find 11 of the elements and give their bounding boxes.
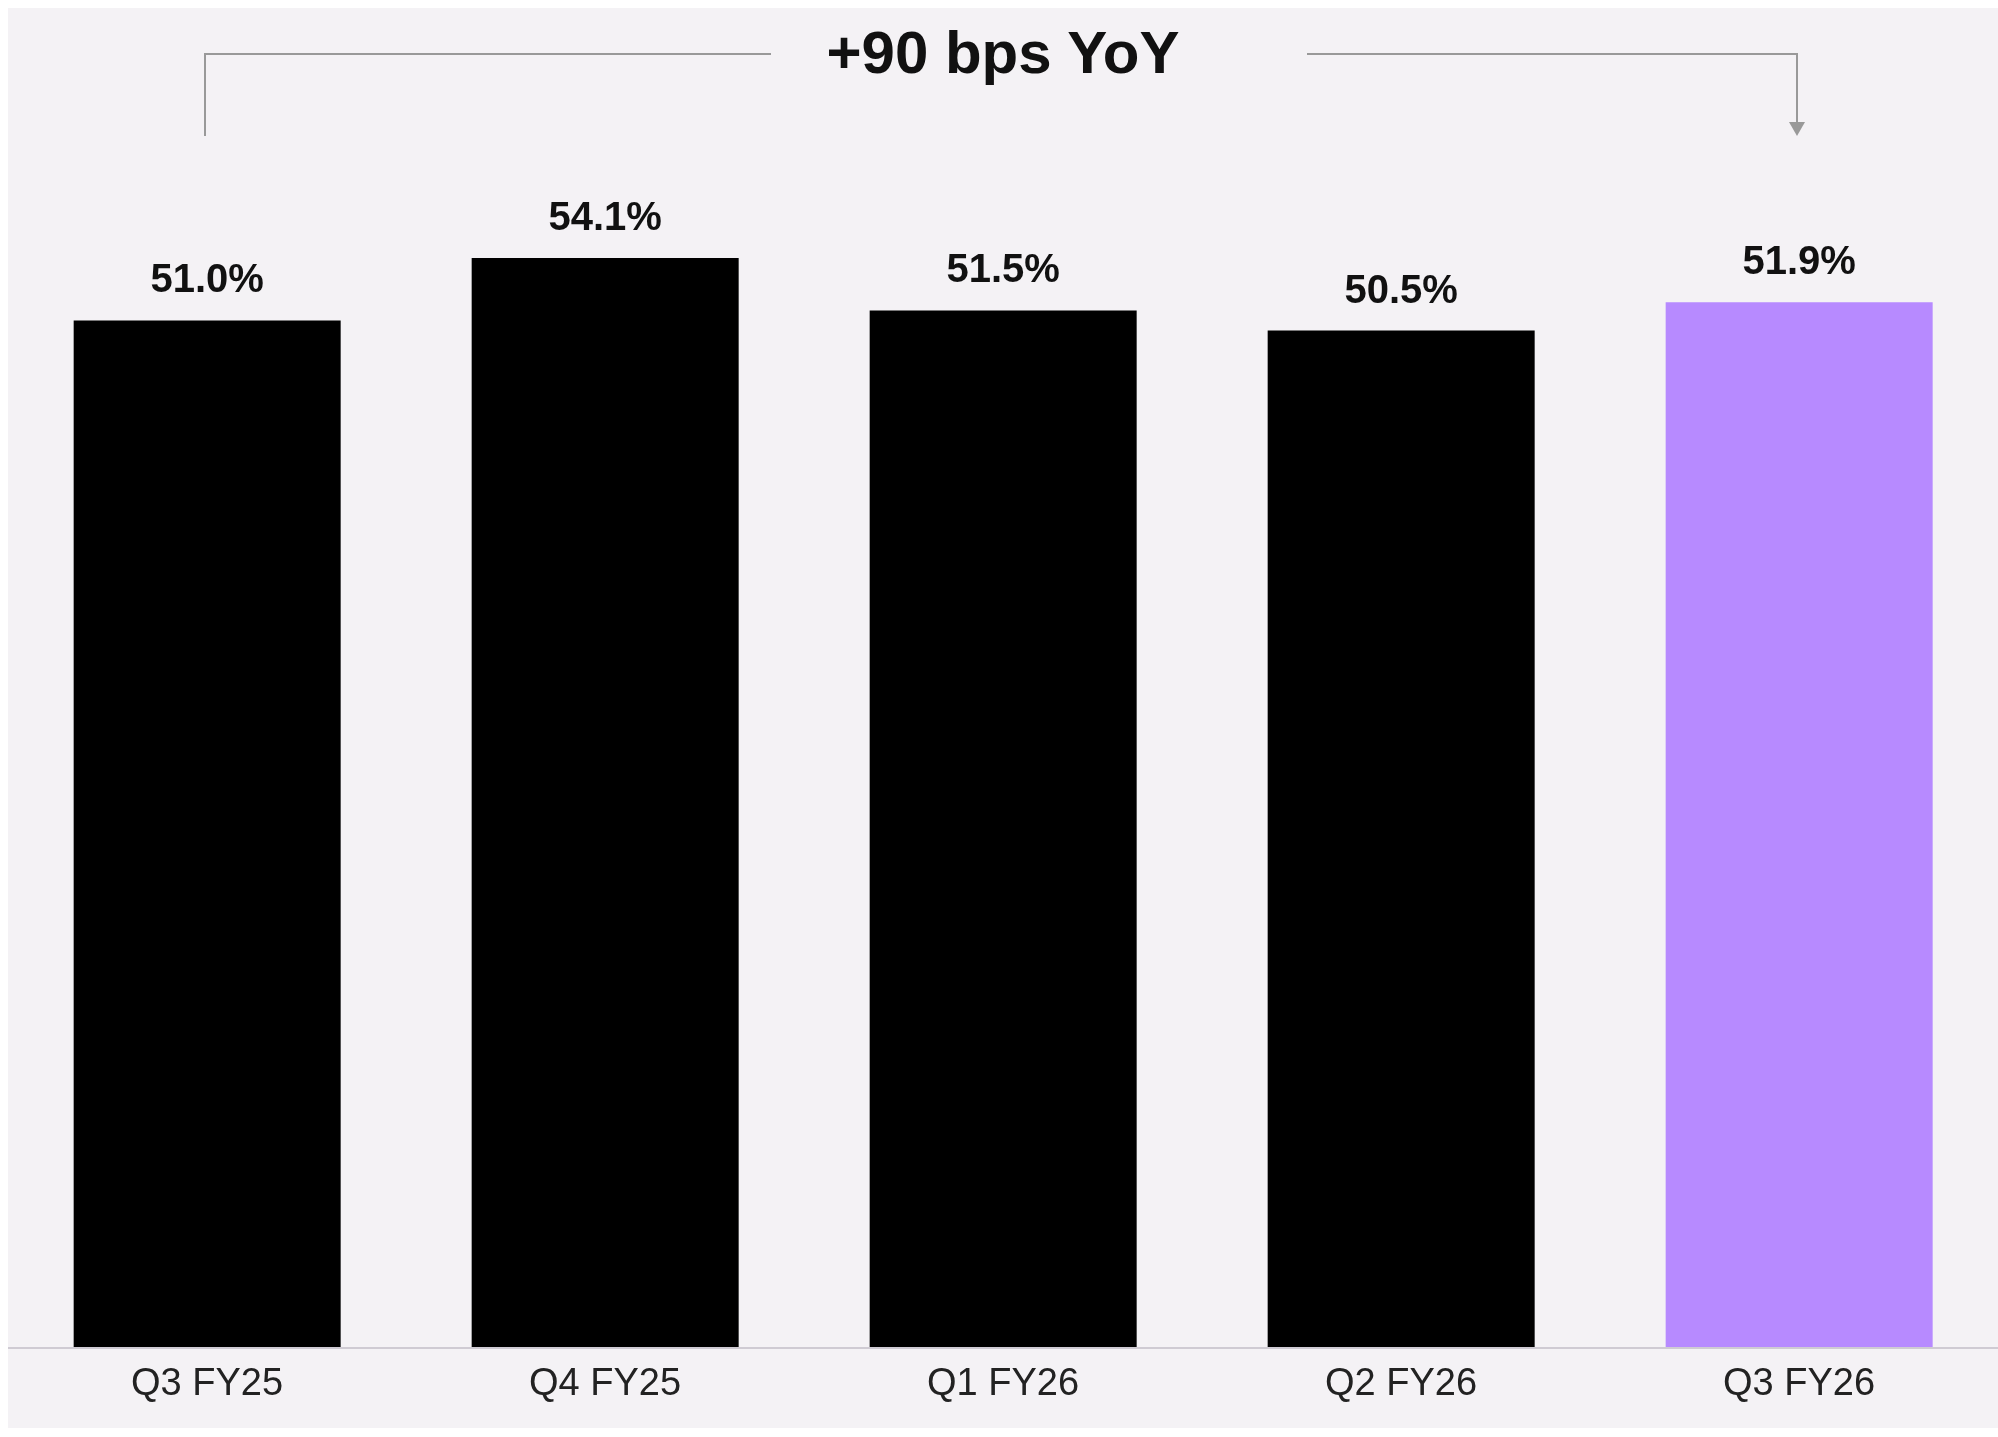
x-tick-label: Q3 FY26 [1722,1360,1876,1403]
data-label: 51.0% [150,256,264,301]
x-tick-label: Q4 FY25 [528,1360,682,1403]
data-label: 54.1% [548,194,662,238]
text: +90 bps YoY [825,18,1181,87]
data-label: 51.9% [1742,238,1856,283]
x-tick-label: Q2 FY26 [1324,1360,1478,1403]
data-label: 50.5% [1344,266,1458,311]
x-tick-label: Q3 FY25 [130,1360,284,1403]
x-tick-label: Q1 FY26 [926,1360,1080,1403]
data-label: 51.5% [946,246,1060,291]
